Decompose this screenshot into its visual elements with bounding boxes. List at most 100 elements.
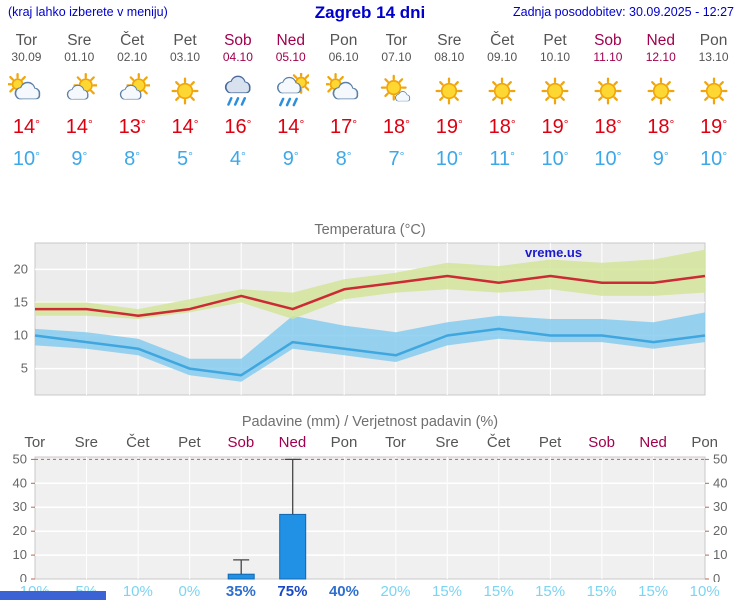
temp-max: 18° — [488, 116, 516, 138]
day-column[interactable]: Tor 30.09 14° 10° — [0, 31, 53, 173]
precip-ytick-left: 50 — [13, 452, 27, 466]
precip-ytick-right: 50 — [713, 452, 727, 466]
precip-probability: 35% — [225, 583, 256, 600]
day-date: 10.10 — [540, 50, 571, 64]
day-column[interactable]: Pon 06.10 17° 8° — [317, 31, 370, 173]
day-column[interactable]: Pon 13.10 19° 10° — [687, 31, 740, 173]
sunny-icon — [159, 73, 212, 113]
precip-bar — [279, 513, 307, 580]
day-column[interactable]: Čet 09.10 18° 11° — [476, 31, 529, 173]
page-title: Zagreb 14 dni — [314, 3, 426, 22]
sunny-icon — [687, 73, 740, 113]
watermark-link[interactable]: vreme.us — [525, 245, 582, 260]
precip-probability: 15% — [535, 583, 566, 600]
day-name: Tor — [385, 32, 408, 49]
sunny-icon — [581, 73, 634, 113]
axis-day-label: Čet — [126, 434, 150, 451]
day-column[interactable]: Ned 05.10 14° 9° — [264, 31, 317, 173]
axis-day-label: Pon — [691, 434, 719, 451]
sunny-icon — [423, 73, 476, 113]
mostly-cloudy-icon — [317, 73, 370, 113]
day-column[interactable]: Pet 03.10 14° 5° — [159, 31, 212, 173]
axis-day-label: Ned — [639, 434, 667, 451]
day-name: Sob — [594, 32, 622, 49]
temp-min: 8° — [335, 148, 352, 170]
last-update-text: Zadnja posodobitev: 30.09.2025 - 12:27 — [512, 5, 734, 19]
day-date: 05.10 — [275, 50, 306, 64]
temp-max: 13° — [118, 116, 146, 138]
day-date: 01.10 — [64, 50, 95, 64]
day-date: 30.09 — [11, 50, 42, 64]
precipitation-chart-title: Padavine (mm) / Verjetnost padavin (%) — [241, 414, 499, 430]
temp-min: 10° — [700, 148, 728, 170]
day-name: Čet — [120, 32, 145, 49]
day-name: Čet — [490, 32, 515, 49]
axis-day-label: Sob — [227, 434, 255, 451]
day-name: Pet — [543, 32, 567, 49]
day-date: 03.10 — [169, 50, 201, 64]
temp-min: 10° — [594, 148, 622, 170]
precip-ytick-left: 30 — [13, 499, 27, 514]
precipitation-day-axis: Tor Sre Čet Pet Sob Ned Pon Tor Sre Čet Pet Sob Ned P… — [9, 433, 731, 452]
sunny-icon — [634, 73, 687, 113]
precip-bar — [227, 573, 255, 580]
precip-probability: 75% — [277, 583, 308, 600]
temp-ytick-label: 5 — [21, 361, 28, 376]
temp-max: 18° — [382, 116, 410, 138]
day-column[interactable]: Pet 10.10 19° 10° — [529, 31, 582, 173]
precip-probability: 40% — [328, 583, 359, 600]
day-date: 09.10 — [487, 50, 518, 64]
min-range-band — [35, 312, 705, 382]
precip-probability: 15% — [483, 583, 514, 600]
precip-ytick-left: 10 — [13, 547, 27, 562]
temp-max: 18° — [647, 116, 675, 138]
precip-probability: 15% — [638, 583, 669, 600]
axis-day-label: Sre — [435, 434, 459, 451]
day-date: 13.10 — [698, 50, 729, 64]
max-range-band — [35, 249, 705, 319]
sunny-icon — [476, 73, 529, 113]
temp-min: 5° — [177, 148, 193, 170]
temp-min: 9° — [71, 148, 88, 170]
precip-ytick-right: 10 — [713, 547, 727, 562]
day-date: 06.10 — [328, 50, 359, 64]
day-name: Tor — [15, 32, 38, 49]
day-column[interactable]: Tor 07.10 18° 7° — [370, 31, 423, 173]
temp-max: 14° — [171, 116, 199, 138]
temp-max: 14° — [65, 116, 93, 138]
temp-max: 19° — [435, 116, 463, 138]
day-column[interactable]: Sob 11.10 18° 10° — [581, 31, 634, 173]
precip-ytick-left: 0 — [20, 571, 27, 582]
temperature-chart: 5 10 15 20 vreme.us — [14, 242, 706, 396]
precip-probability: 15% — [586, 583, 617, 600]
day-name: Pon — [329, 32, 358, 49]
min-temp-line — [34, 327, 706, 377]
day-column[interactable]: Sob 04.10 16° 4° — [211, 31, 264, 173]
axis-day-label: Pon — [330, 434, 358, 451]
bottom-banner-fragment — [0, 591, 106, 600]
axis-day-label: Tor — [385, 434, 406, 451]
precip-probability: 20% — [380, 583, 411, 600]
precip-probability: 10% — [689, 583, 720, 600]
temp-ytick-label: 15 — [14, 295, 28, 310]
day-name: Sre — [437, 32, 462, 49]
temperature-chart-title: Temperatura (°C) — [314, 222, 426, 238]
temp-max: 17° — [330, 116, 358, 138]
axis-day-label: Tor — [24, 434, 46, 451]
day-name: Sre — [67, 32, 92, 49]
precip-probability: 10% — [122, 583, 153, 600]
day-column[interactable]: Sre 01.10 14° 9° — [53, 31, 106, 173]
precip-ytick-right: 30 — [713, 499, 727, 514]
temp-min: 8° — [124, 148, 141, 170]
day-column[interactable]: Čet 02.10 13° 8° — [106, 31, 159, 173]
max-temp-line — [35, 274, 706, 317]
day-column[interactable]: Ned 12.10 18° 9° — [634, 31, 687, 173]
mostly-sunny-icon — [370, 73, 423, 113]
axis-day-label: Čet — [486, 434, 511, 451]
temp-min: 11° — [489, 148, 515, 170]
temp-min: 7° — [388, 148, 405, 170]
day-column[interactable]: Sre 08.10 19° 10° — [423, 31, 476, 173]
temp-min: 9° — [282, 148, 299, 170]
rain-icon — [211, 73, 264, 113]
